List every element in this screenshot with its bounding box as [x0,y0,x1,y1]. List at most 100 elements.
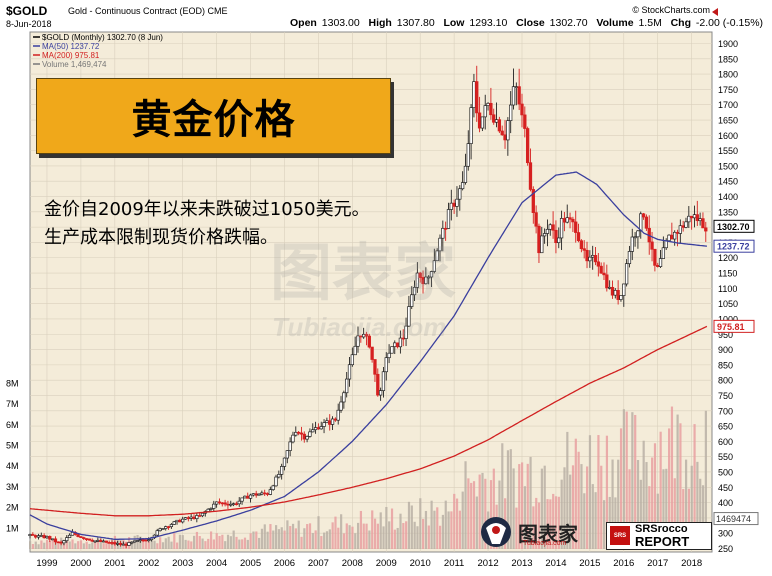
candle-body [472,81,476,108]
price-tick-label: 550 [718,452,733,462]
candle-body [497,119,502,132]
year-tick-label: 1999 [36,558,57,569]
candle-body [158,528,162,532]
high-label: High [368,17,392,29]
candle-body [376,373,380,396]
volume-tick-label: 2M [6,503,19,513]
volume-bar [207,538,210,549]
volume-tick-label: 4M [6,461,19,471]
candle-body [90,539,94,542]
volume-bar [586,466,589,549]
volume-bar [617,459,620,549]
candle-body [254,493,258,496]
candle-body [45,536,49,539]
candle-body [313,427,318,431]
volume-bar [690,465,693,549]
volume-bar [543,465,546,549]
volume-bar [142,538,145,549]
volume-bar [424,510,428,549]
candle-body [446,209,451,229]
candle-body [644,216,649,229]
candle-body [198,515,202,517]
candle-body [460,182,465,190]
volume-bar [224,541,227,549]
volume-value: 1.5M [638,17,662,29]
candle-body [701,218,705,229]
candle-body [633,236,637,239]
volume-bar [563,467,566,549]
candle-body [356,335,360,347]
srsrocco-logo: SRS SRSrocco REPORT [606,522,712,550]
volume-bar [221,534,224,549]
candle-body [200,512,205,517]
volume-bar [634,414,637,549]
candle-body [240,497,244,502]
candle-body [511,86,516,106]
candle-body [562,218,567,223]
year-tick-label: 2010 [410,558,431,569]
volume-bar [481,472,484,549]
volume-bar [147,541,150,549]
candle-body [280,466,284,475]
price-tick-label: 250 [718,544,733,554]
volume-bar [371,510,374,549]
candle-body [415,272,420,288]
volume-bar [74,543,77,549]
price-candles [28,65,708,549]
volume-bar [201,538,204,549]
volume-bar [82,543,85,549]
price-tick-label: 1100 [718,284,737,294]
candle-body [404,325,408,339]
candle-body [101,540,106,543]
candle-body [500,130,504,136]
tubiaojia-name: 图表家 [518,521,578,546]
volume-tick-label: 8M [6,378,19,388]
price-tick-label: 950 [718,330,733,340]
volume-bar [489,480,493,549]
volume-bar [430,500,433,549]
year-tick-label: 2012 [477,558,498,569]
candle-body [226,503,230,506]
candle-body [509,104,513,121]
candle-body [477,112,482,129]
candle-body [438,237,442,252]
candle-body [212,503,216,509]
candle-body [59,541,63,544]
volume-bar [622,409,625,549]
year-tick-label: 2000 [70,558,91,569]
candle-body [130,541,134,544]
volume-bar [65,537,68,549]
price-tick-label: 1850 [718,54,738,64]
volume-bar [354,533,357,549]
candle-body [345,378,349,394]
volume-bar [215,533,218,549]
candle-body [121,543,125,546]
candle-body [591,255,595,258]
ma200-price-tag-text: 975.81 [717,322,745,332]
volume-bar [289,526,292,549]
candle-body [248,494,253,499]
candle-body [373,359,377,375]
ma50-price-tag-text: 1237.72 [717,242,750,252]
year-tick-label: 2001 [104,558,125,569]
volume-bar [308,523,312,549]
price-tick-label: 1350 [718,207,738,217]
title-banner: 黄金价格 [36,78,391,154]
volume-bar [684,459,688,549]
candle-body [540,235,544,254]
candle-body [514,86,518,89]
candle-body [178,519,182,523]
candle-body [517,86,521,105]
open-label: Open [290,17,317,29]
volume-bar [458,510,461,549]
candle-body [432,260,436,272]
candle-body [435,250,439,262]
volume-bar [625,411,628,549]
candle-body [483,105,487,118]
candle-body [87,538,92,541]
candle-body [209,508,213,510]
volume-bar [396,527,399,549]
price-tick-label: 1550 [718,146,738,156]
volume-bar [532,506,535,549]
candle-body [599,265,603,274]
